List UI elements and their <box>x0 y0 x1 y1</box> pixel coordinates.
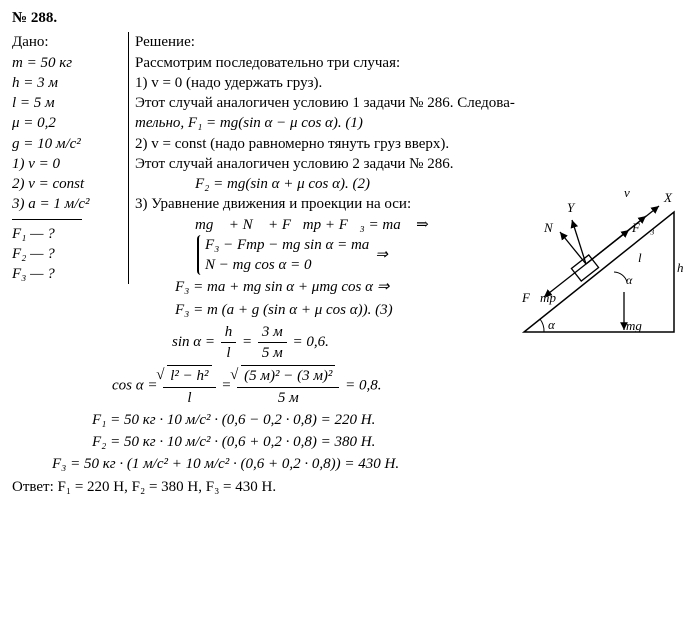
given-line: μ = 0,2 <box>12 113 122 133</box>
answer: Ответ: F₁ = 220 Н, F₂ = 380 Н, F₃ = 430 … <box>12 477 688 497</box>
case2-line: Этот случай аналогичен условию 2 задачи … <box>135 154 688 174</box>
given-line: 2) v = const <box>12 174 122 194</box>
given-line: 3) a = 1 м/с² <box>12 194 122 214</box>
label-F3: F⃗₃ <box>631 220 655 235</box>
label-Ftr: F⃗тр <box>521 290 556 305</box>
cos-lhs: cos α = <box>112 378 158 394</box>
cos-num2: (5 м)² − (3 м)² <box>241 365 335 386</box>
sin-den1: l <box>221 343 237 363</box>
cos-den2: 5 м <box>237 388 339 408</box>
sin-den2: 5 м <box>258 343 287 363</box>
cos-val: = 0,8. <box>345 378 381 394</box>
label-l: l <box>638 250 642 265</box>
given-line: l = 5 м <box>12 93 122 113</box>
sys-line: N − mg cos α = 0 <box>205 255 369 275</box>
case1-line: 1) v = 0 (надо удержать груз). <box>135 73 688 93</box>
f2-calc: F₂ = 50 кг · 10 м/с² · (0,6 + 0,2 · 0,8)… <box>12 432 688 452</box>
f3-calc: F₃ = 50 кг · (1 м/с² + 10 м/с² · (0,6 + … <box>12 454 688 474</box>
given-title: Дано: <box>12 32 122 52</box>
label-alpha2: α <box>626 273 633 287</box>
incline-diagram: Y X v⃗ N⃗ F⃗₃ F⃗тр mg⃗ l h α α <box>514 172 684 342</box>
sin-val: = 0,6. <box>292 334 328 350</box>
sin-num1: h <box>221 322 237 343</box>
sin-num2: 3 м <box>258 322 287 343</box>
label-v: v⃗ <box>624 185 640 200</box>
label-N: N⃗ <box>543 220 563 235</box>
solution-title: Решение: <box>135 32 688 52</box>
given-line: g = 10 м/с² <box>12 134 122 154</box>
cos-line: cos α = l² − h²l = (5 м)² − (3 м)²5 м = … <box>12 365 688 408</box>
given-line: h = 3 м <box>12 73 122 93</box>
given-line: m = 50 кг <box>12 53 122 73</box>
case1-formula: тельно, F₁ = mg(sin α − μ cos α). (1) <box>135 113 688 133</box>
find-line: F₂ — ? <box>12 244 122 264</box>
case1-line: Этот случай аналогичен условию 1 задачи … <box>135 93 688 113</box>
sin-lhs: sin α = <box>172 334 215 350</box>
label-mg: mg⃗ <box>626 318 652 333</box>
solution-intro: Рассмотрим последовательно три случая: <box>135 53 688 73</box>
label-h: h <box>677 260 684 275</box>
case2-line: 2) v = const (надо равномерно тянуть гру… <box>135 134 688 154</box>
find-line: F₁ — ? <box>12 224 122 244</box>
find-line: F₃ — ? <box>12 264 122 284</box>
given-divider <box>12 219 82 220</box>
given-block: Дано: m = 50 кг h = 3 м l = 5 м μ = 0,2 … <box>12 32 129 284</box>
cos-num1: l² − h² <box>167 365 211 386</box>
solution-block: Решение: Рассмотрим последовательно три … <box>129 32 688 320</box>
given-line: 1) v = 0 <box>12 154 122 174</box>
f1-calc: F₁ = 50 кг · 10 м/с² · (0,6 − 0,2 · 0,8)… <box>12 410 688 430</box>
cos-den1: l <box>163 388 215 408</box>
sys-line: F₃ − Fтр − mg sin α = ma <box>205 235 369 255</box>
label-alpha: α <box>548 317 556 332</box>
label-X: X <box>663 190 673 205</box>
problem-number: № 288. <box>12 8 688 28</box>
sin-eq: = <box>242 334 252 350</box>
columns: Дано: m = 50 кг h = 3 м l = 5 м μ = 0,2 … <box>12 32 688 320</box>
label-Y: Y <box>567 200 576 215</box>
sys-arrow: ⇒ <box>375 245 388 265</box>
